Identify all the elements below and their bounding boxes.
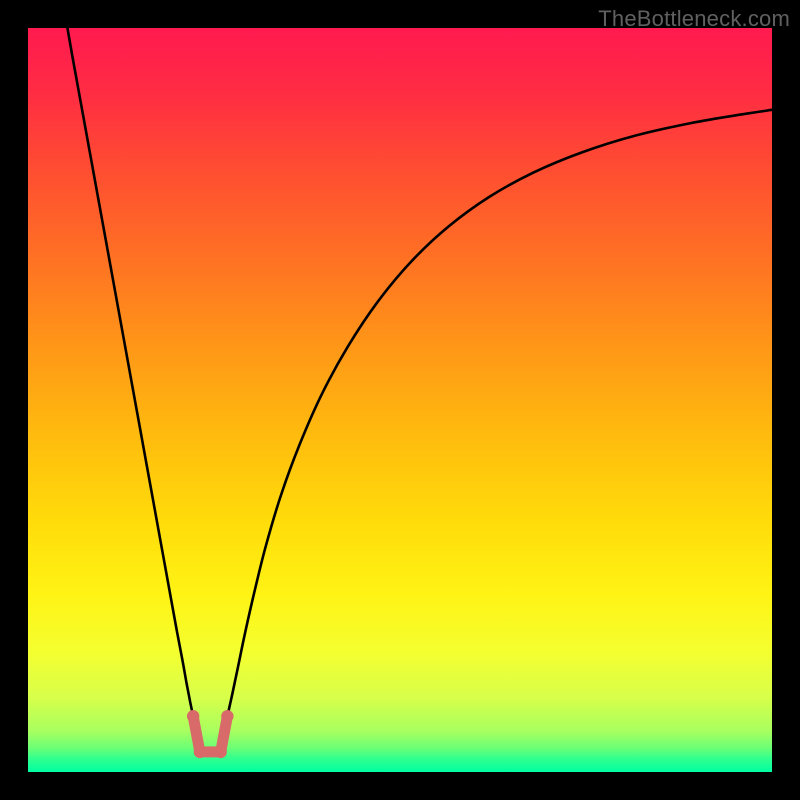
curve-left <box>67 28 193 716</box>
valley-marker-dot <box>214 746 226 758</box>
watermark-text: TheBottleneck.com <box>598 6 790 32</box>
curve-right <box>227 110 772 716</box>
valley-marker-dot <box>221 710 233 722</box>
valley-marker-dot <box>194 746 206 758</box>
valley-marker-dot <box>187 710 199 722</box>
chart-svg <box>0 0 800 800</box>
